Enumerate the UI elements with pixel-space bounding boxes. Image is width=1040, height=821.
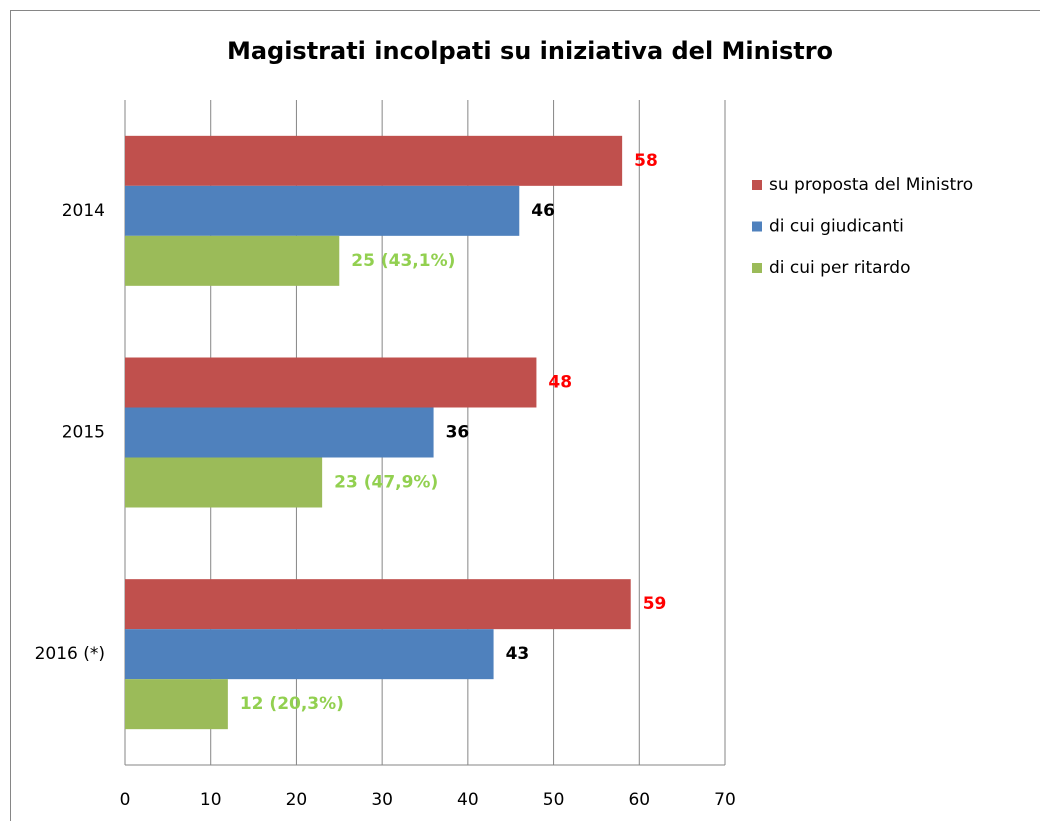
legend-label: di cui giudicanti — [769, 217, 904, 237]
data-label: 58 — [634, 151, 658, 171]
bar — [125, 457, 323, 508]
bar — [125, 357, 537, 408]
data-label: 36 — [446, 423, 470, 443]
data-label: 23 (47,9%) — [334, 473, 438, 493]
x-tick-label: 0 — [120, 790, 131, 810]
x-tick-label: 30 — [371, 790, 393, 810]
x-tick-label: 10 — [200, 790, 222, 810]
x-tick-label: 20 — [286, 790, 308, 810]
y-tick-label: 2015 — [62, 423, 105, 443]
x-tick-label: 50 — [543, 790, 565, 810]
bar — [125, 679, 228, 730]
data-label: 59 — [643, 594, 667, 614]
x-tick-label: 60 — [628, 790, 650, 810]
bar — [125, 629, 494, 680]
bar — [125, 185, 520, 236]
legend-label: di cui per ritardo — [769, 258, 911, 278]
data-label: 46 — [531, 201, 555, 221]
x-tick-label: 40 — [457, 790, 479, 810]
bar — [125, 407, 434, 458]
bar — [125, 135, 623, 186]
x-tick-label: 70 — [714, 790, 736, 810]
bar — [125, 579, 631, 630]
data-label: 43 — [506, 644, 530, 664]
data-label: 48 — [548, 373, 572, 393]
legend-swatch — [752, 221, 762, 232]
legend-label: su proposta del Ministro — [769, 175, 973, 195]
data-label: 12 (20,3%) — [240, 694, 344, 714]
chart-title: Magistrati incolpati su iniziativa del M… — [227, 37, 833, 65]
legend-swatch — [752, 180, 762, 190]
data-label: 25 (43,1%) — [351, 251, 455, 271]
y-tick-label: 2016 (*) — [35, 644, 105, 664]
bar — [125, 235, 340, 286]
legend-swatch — [752, 263, 762, 273]
y-tick-label: 2014 — [62, 201, 105, 221]
